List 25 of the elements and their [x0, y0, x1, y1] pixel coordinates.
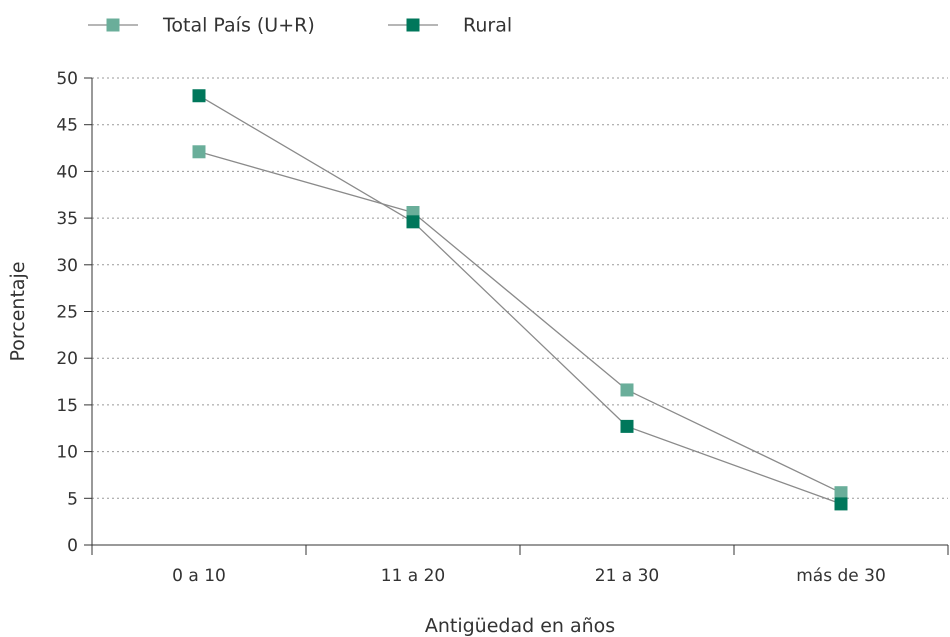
x-tick-label: más de 30 [796, 566, 886, 586]
point [192, 89, 206, 102]
point [406, 215, 420, 228]
y-tick-label: 35 [56, 209, 78, 230]
x-tick-label: 11 a 20 [380, 566, 446, 586]
y-tick-label: 5 [67, 489, 78, 510]
point [192, 145, 206, 158]
y-axis-title: Porcentaje [7, 261, 29, 362]
legend-label: Rural [463, 14, 512, 37]
y-tick-label: 25 [56, 302, 78, 322]
point [834, 497, 848, 510]
y-tick-label: 45 [56, 116, 78, 136]
point [620, 420, 634, 433]
y-tick-label: 40 [56, 162, 78, 182]
y-tick-label: 15 [56, 396, 78, 416]
y-tick-label: 0 [67, 536, 78, 556]
x-axis-title: Antigüedad en años [424, 615, 616, 637]
x-tick-label: 21 a 30 [594, 566, 660, 586]
legend-label: Total País (U+R) [162, 14, 315, 37]
y-tick-label: 20 [56, 349, 78, 370]
y-tick-label: 30 [56, 256, 78, 276]
y-tick-label: 50 [56, 68, 78, 89]
x-tick-label: 0 a 10 [172, 566, 226, 586]
y-tick-label: 10 [56, 442, 78, 463]
point [620, 383, 634, 396]
